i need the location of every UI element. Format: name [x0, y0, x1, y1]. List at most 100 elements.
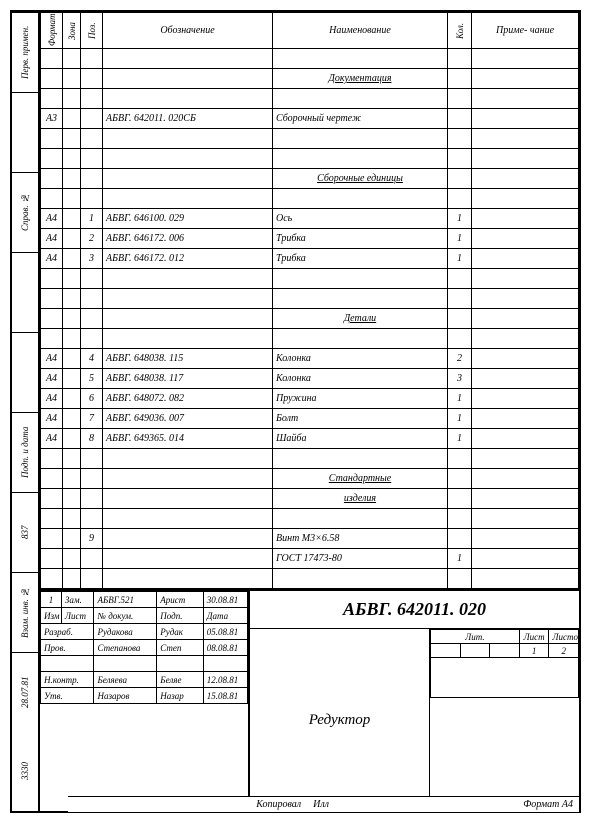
- cell: [41, 269, 63, 289]
- cell: [472, 269, 579, 289]
- cell: [472, 549, 579, 569]
- tb-meta: Лит. Лист Листов 1 2: [429, 629, 579, 811]
- cell: [41, 449, 63, 469]
- utv-row: Утв. Назаров Назар 15.08.81: [41, 688, 248, 704]
- hdr-zona: Зона: [63, 13, 81, 49]
- cell: Колонка: [273, 369, 448, 389]
- cell: [448, 489, 472, 509]
- cell: [41, 169, 63, 189]
- cell: [273, 289, 448, 309]
- cell: [472, 449, 579, 469]
- side-invpod: 3330: [12, 732, 38, 811]
- cell: АБВГ. 642011. 020СБ: [103, 109, 273, 129]
- cell: [63, 509, 81, 529]
- cell: [448, 149, 472, 169]
- cell: [448, 169, 472, 189]
- table-row: [41, 189, 579, 209]
- table-row: изделия: [41, 489, 579, 509]
- specification-table: Формат Зона Поз. Обозначение Наименовани…: [40, 12, 579, 589]
- cell: 4: [81, 349, 103, 369]
- table-row: Документация: [41, 69, 579, 89]
- table-row: [41, 509, 579, 529]
- cell: [472, 469, 579, 489]
- cell: 5: [81, 369, 103, 389]
- cell: [472, 249, 579, 269]
- cell: [448, 469, 472, 489]
- cell: А4: [41, 249, 63, 269]
- cell: [472, 49, 579, 69]
- cell: [472, 349, 579, 369]
- cell: [41, 529, 63, 549]
- cell: [63, 209, 81, 229]
- cell: [103, 329, 273, 349]
- cell: [63, 449, 81, 469]
- cell: Сборочный чертеж: [273, 109, 448, 129]
- cell: АБВГ. 646172. 012: [103, 249, 273, 269]
- cell: [448, 529, 472, 549]
- cell: АБВГ. 648038. 115: [103, 349, 273, 369]
- cell: [273, 449, 448, 469]
- cell: [63, 369, 81, 389]
- cell: [41, 289, 63, 309]
- cell: 1: [448, 429, 472, 449]
- cell: [103, 149, 273, 169]
- cell: изделия: [273, 489, 448, 509]
- cell: [472, 229, 579, 249]
- cell: [63, 429, 81, 449]
- cell: [81, 309, 103, 329]
- cell: [81, 509, 103, 529]
- spec-table: Формат Зона Поз. Обозначение Наименовани…: [40, 12, 579, 589]
- cell: [41, 549, 63, 569]
- hdr-format: Формат: [41, 13, 63, 49]
- cell: [472, 149, 579, 169]
- cell: [472, 89, 579, 109]
- cell: [472, 209, 579, 229]
- cell: 3: [81, 249, 103, 269]
- cell: [448, 109, 472, 129]
- cell: [472, 529, 579, 549]
- cell: [81, 49, 103, 69]
- cell: [472, 129, 579, 149]
- cell: Трибка: [273, 249, 448, 269]
- hdr-note: Приме- чание: [472, 13, 579, 49]
- table-row: А41АБВГ. 646100. 029Ось1: [41, 209, 579, 229]
- cell: [103, 469, 273, 489]
- cell: [63, 189, 81, 209]
- table-row: [41, 89, 579, 109]
- title-block: 1 Зам. АБВГ.521 Арист 30.08.81 Изм Лист …: [40, 589, 579, 811]
- cell: АБВГ. 648038. 117: [103, 369, 273, 389]
- cell: [103, 549, 273, 569]
- cell: [448, 49, 472, 69]
- table-row: [41, 449, 579, 469]
- cell: [472, 489, 579, 509]
- cell: 1: [448, 549, 472, 569]
- cell: [273, 129, 448, 149]
- cell: 9: [81, 529, 103, 549]
- side-sprav: Справ. №: [12, 172, 38, 252]
- cell: [472, 389, 579, 409]
- tb-signatures: 1 Зам. АБВГ.521 Арист 30.08.81 Изм Лист …: [40, 591, 250, 811]
- cell: [472, 69, 579, 89]
- cell: [448, 509, 472, 529]
- cell: [472, 309, 579, 329]
- cell: [63, 329, 81, 349]
- hdr-desig: Обозначение: [103, 13, 273, 49]
- cell: [103, 269, 273, 289]
- cell: 1: [448, 229, 472, 249]
- footer: Копировал Илл Формат А4: [68, 796, 579, 812]
- cell: 1: [448, 389, 472, 409]
- cell: [63, 389, 81, 409]
- cell: [448, 129, 472, 149]
- cell: Колонка: [273, 349, 448, 369]
- kopiroval-sign: Илл: [307, 799, 335, 810]
- cell: [63, 289, 81, 309]
- cell: [81, 69, 103, 89]
- format-label: Формат А4: [517, 799, 579, 810]
- cell: 2: [448, 349, 472, 369]
- hdr-qty: Кол.: [448, 13, 472, 49]
- cell: [472, 189, 579, 209]
- cell: [273, 189, 448, 209]
- cell: [63, 149, 81, 169]
- cell: [81, 469, 103, 489]
- table-row: А45АБВГ. 648038. 117Колонка3: [41, 369, 579, 389]
